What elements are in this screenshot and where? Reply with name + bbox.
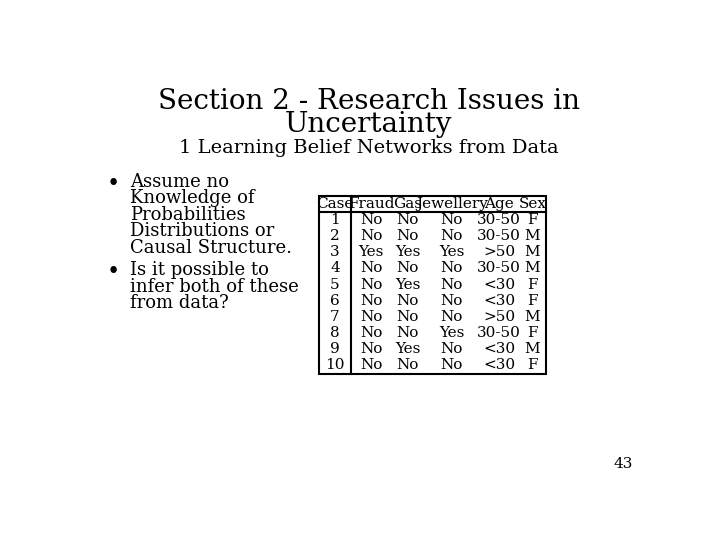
Bar <box>319 195 546 374</box>
Text: No: No <box>397 359 419 373</box>
Text: 7: 7 <box>330 310 340 324</box>
Text: from data?: from data? <box>130 294 229 312</box>
Text: No: No <box>397 261 419 275</box>
Text: Jewellery: Jewellery <box>416 197 488 211</box>
Text: 1: 1 <box>330 213 340 227</box>
Text: Assume no: Assume no <box>130 173 229 191</box>
Text: 9: 9 <box>330 342 340 356</box>
Text: No: No <box>397 229 419 243</box>
Text: No: No <box>360 278 382 292</box>
Text: Is it possible to: Is it possible to <box>130 261 269 279</box>
Text: Yes: Yes <box>359 245 384 259</box>
Text: No: No <box>397 294 419 308</box>
Text: Causal Structure.: Causal Structure. <box>130 239 292 256</box>
Text: M: M <box>525 229 540 243</box>
Text: No: No <box>441 359 463 373</box>
Text: >50: >50 <box>483 310 516 324</box>
Text: No: No <box>441 294 463 308</box>
Text: <30: <30 <box>483 359 516 373</box>
Text: Section 2 - Research Issues in: Section 2 - Research Issues in <box>158 88 580 115</box>
Text: No: No <box>441 278 463 292</box>
Text: No: No <box>360 294 382 308</box>
Text: No: No <box>360 213 382 227</box>
Text: No: No <box>441 229 463 243</box>
Text: 30-50: 30-50 <box>477 213 521 227</box>
Text: 30-50: 30-50 <box>477 326 521 340</box>
Text: Uncertainty: Uncertainty <box>285 111 453 138</box>
Text: Fraud: Fraud <box>348 197 395 211</box>
Text: Distributions or: Distributions or <box>130 222 274 240</box>
Text: F: F <box>527 326 538 340</box>
Text: infer both of these: infer both of these <box>130 278 299 296</box>
Text: Gas: Gas <box>393 197 422 211</box>
Text: Yes: Yes <box>439 326 464 340</box>
Text: <30: <30 <box>483 342 516 356</box>
Text: No: No <box>360 326 382 340</box>
Text: 8: 8 <box>330 326 340 340</box>
Text: 5: 5 <box>330 278 340 292</box>
Text: Age: Age <box>485 197 514 211</box>
Text: No: No <box>441 261 463 275</box>
Text: No: No <box>360 229 382 243</box>
Text: 4: 4 <box>330 261 340 275</box>
Text: No: No <box>441 310 463 324</box>
Text: No: No <box>397 213 419 227</box>
Text: Probabilities: Probabilities <box>130 206 246 224</box>
Text: 30-50: 30-50 <box>477 229 521 243</box>
Text: No: No <box>360 342 382 356</box>
Text: 3: 3 <box>330 245 340 259</box>
Text: •: • <box>107 173 120 194</box>
Text: Case: Case <box>316 197 354 211</box>
Text: No: No <box>441 213 463 227</box>
Text: 30-50: 30-50 <box>477 261 521 275</box>
Text: F: F <box>527 213 538 227</box>
Text: No: No <box>360 310 382 324</box>
Text: Yes: Yes <box>395 342 420 356</box>
Text: F: F <box>527 294 538 308</box>
Text: >50: >50 <box>483 245 516 259</box>
Text: M: M <box>525 310 540 324</box>
Text: Knowledge of: Knowledge of <box>130 189 255 207</box>
Text: No: No <box>397 310 419 324</box>
Text: No: No <box>397 326 419 340</box>
Text: No: No <box>441 342 463 356</box>
Text: <30: <30 <box>483 294 516 308</box>
Text: •: • <box>107 261 120 284</box>
Text: <30: <30 <box>483 278 516 292</box>
Text: F: F <box>527 278 538 292</box>
Text: 2: 2 <box>330 229 340 243</box>
Text: F: F <box>527 359 538 373</box>
Text: 10: 10 <box>325 359 345 373</box>
Text: M: M <box>525 245 540 259</box>
Text: M: M <box>525 342 540 356</box>
Text: M: M <box>525 261 540 275</box>
Text: Sex: Sex <box>518 197 546 211</box>
Text: 6: 6 <box>330 294 340 308</box>
Text: Yes: Yes <box>439 245 464 259</box>
Text: Yes: Yes <box>395 245 420 259</box>
Text: No: No <box>360 359 382 373</box>
Text: Yes: Yes <box>395 278 420 292</box>
Text: 1 Learning Belief Networks from Data: 1 Learning Belief Networks from Data <box>179 139 559 157</box>
Text: No: No <box>360 261 382 275</box>
Text: 43: 43 <box>613 457 632 471</box>
